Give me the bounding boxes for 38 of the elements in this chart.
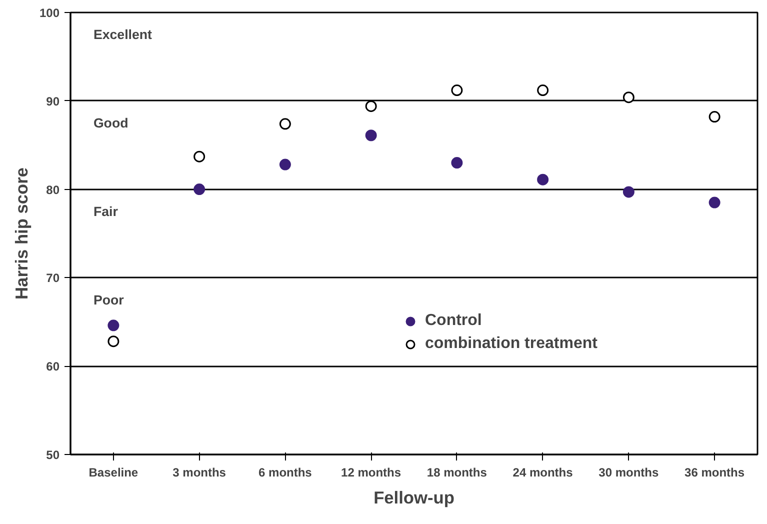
legend-label: Control bbox=[425, 312, 482, 330]
point bbox=[194, 150, 206, 162]
point bbox=[365, 130, 377, 142]
point bbox=[279, 118, 291, 130]
y-tick-label: 100 bbox=[39, 6, 60, 20]
point bbox=[108, 320, 120, 332]
x-tick-label: 12 months bbox=[341, 466, 402, 480]
y-tick-label: 90 bbox=[46, 94, 60, 108]
point bbox=[622, 186, 634, 198]
point bbox=[279, 158, 291, 170]
point bbox=[365, 100, 377, 112]
point bbox=[622, 92, 634, 104]
y-tick-label: 50 bbox=[46, 448, 60, 462]
legend-label: combination treatment bbox=[425, 335, 598, 353]
x-tick-label: 30 months bbox=[598, 466, 660, 480]
point bbox=[194, 184, 206, 196]
y-tick-label: 80 bbox=[46, 182, 60, 197]
x-tick-label: 3 months bbox=[172, 466, 226, 480]
point bbox=[451, 84, 463, 96]
point bbox=[451, 157, 463, 169]
point bbox=[108, 336, 120, 348]
x-tick-label: Baseline bbox=[88, 466, 138, 480]
x-tick-label: 36 months bbox=[684, 466, 745, 480]
annotation: Poor bbox=[93, 292, 124, 308]
y-tick-label: 70 bbox=[46, 271, 60, 286]
annotation: Fair bbox=[93, 204, 118, 219]
x-axis-title: Fellow-up bbox=[374, 488, 454, 508]
point bbox=[537, 84, 549, 96]
point bbox=[708, 196, 720, 208]
annotation: Good bbox=[93, 116, 128, 130]
x-tick-label: 24 months bbox=[512, 466, 574, 480]
x-tick-label: 6 months bbox=[258, 466, 312, 480]
annotation: Excellent bbox=[93, 27, 153, 42]
y-tick-label: 60 bbox=[46, 360, 60, 374]
y-axis-title: Harris hip score bbox=[11, 167, 32, 300]
x-tick-label: 18 months bbox=[426, 466, 488, 480]
point bbox=[708, 111, 720, 123]
point bbox=[537, 174, 549, 186]
